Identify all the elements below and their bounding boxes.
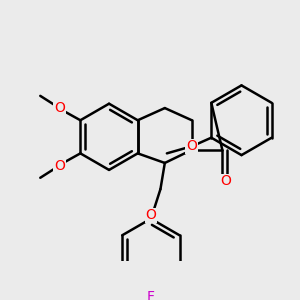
Text: F: F xyxy=(147,290,155,300)
Text: O: O xyxy=(54,159,65,172)
Text: O: O xyxy=(54,101,65,115)
Text: O: O xyxy=(186,140,197,153)
Text: O: O xyxy=(146,208,156,222)
Text: N: N xyxy=(187,143,197,157)
Text: O: O xyxy=(220,174,231,188)
